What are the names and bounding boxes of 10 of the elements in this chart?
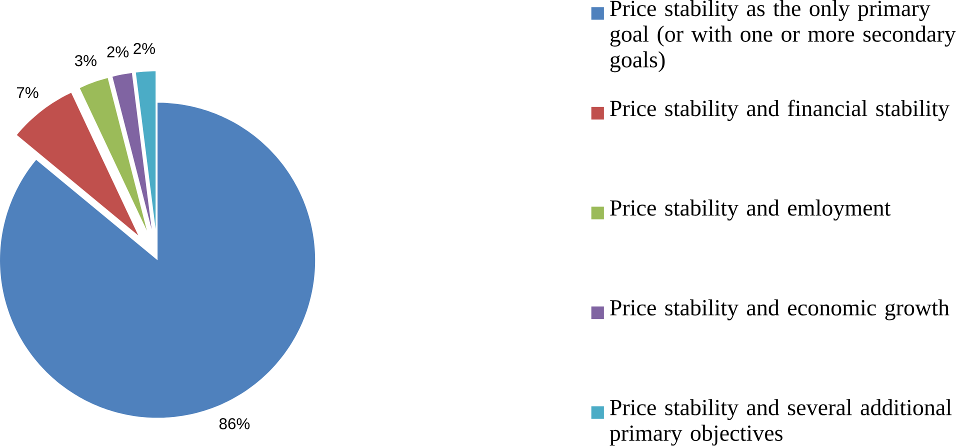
legend-label: Price stability and emloyment (610, 200, 891, 221)
legend-label: Price stability and economic growth (610, 299, 950, 320)
legend-label: Price stability and financial stability (610, 100, 950, 122)
data-label: 86% (219, 418, 250, 430)
legend-label: Price stability and several additional primary objectives (610, 399, 952, 446)
legend-label: Price stability as the only primary goal (or with one or more secondary goals) (610, 0, 956, 72)
data-label: 3% (74, 55, 96, 66)
data-label: 7% (16, 87, 38, 98)
data-label: 2% (107, 46, 129, 58)
data-label: 2% (134, 43, 156, 54)
